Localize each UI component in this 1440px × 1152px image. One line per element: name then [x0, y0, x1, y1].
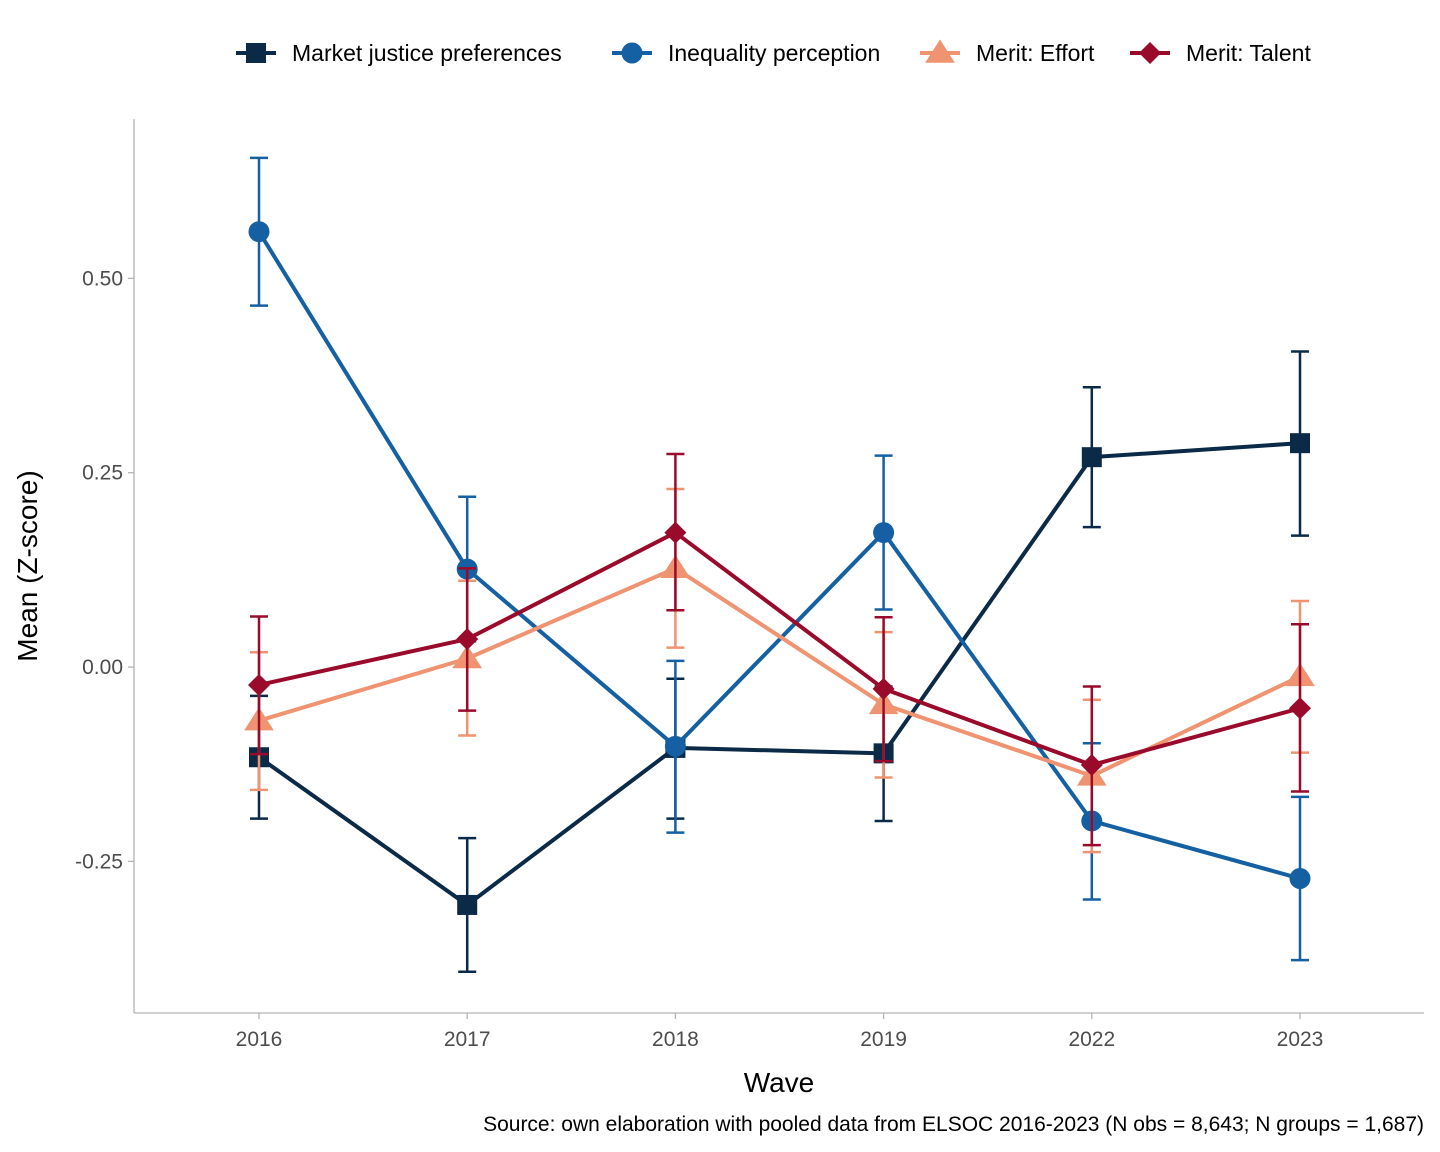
data-point: [1289, 868, 1311, 890]
legend-label: Inequality perception: [668, 40, 880, 66]
legend-label: Merit: Talent: [1186, 40, 1311, 66]
series-layer: [244, 156, 1315, 974]
legend-item-inequality-perception: Inequality perception: [612, 40, 880, 66]
legend-marker: [925, 39, 955, 63]
data-point: [872, 677, 895, 700]
y-tick-label: -0.25: [75, 850, 123, 873]
data-point: [664, 521, 687, 544]
data-point: [248, 221, 270, 243]
data-point: [1080, 754, 1103, 777]
y-tick-label: 0.25: [82, 462, 123, 485]
series-merit-effort: [244, 487, 1315, 854]
legend-marker: [246, 43, 266, 63]
caption: Source: own elaboration with pooled data…: [483, 1113, 1424, 1136]
x-tick-label: 2023: [1277, 1028, 1324, 1051]
legend-marker: [1139, 42, 1161, 64]
series-line: [257, 441, 1301, 907]
legend-item-market-justice-preferences: Market justice preferences: [236, 40, 562, 66]
legend-item-merit-effort: Merit: Effort: [920, 39, 1095, 66]
series-inequality-perception: [248, 156, 1311, 962]
legend-marker: [621, 42, 643, 64]
data-point: [664, 735, 686, 757]
x-tick-label: 2017: [444, 1028, 491, 1051]
data-point: [1289, 697, 1311, 720]
data-point: [457, 894, 478, 915]
y-ticks: 0.50 0.25 0.00 -0.25: [75, 267, 134, 873]
x-ticks: 2016 2017 2018 2019 2022 2023: [236, 1013, 1324, 1051]
data-point: [873, 522, 895, 544]
y-tick-label: 0.00: [82, 656, 123, 679]
legend-item-merit-talent: Merit: Talent: [1130, 40, 1311, 66]
data-point: [1290, 433, 1310, 454]
legend: Market justice preferences Inequality per…: [236, 39, 1311, 66]
series-merit-talent: [248, 452, 1311, 847]
data-point: [1081, 447, 1102, 468]
series-line: [258, 566, 1301, 778]
data-point: [248, 673, 270, 696]
series-line: [258, 530, 1301, 768]
series-market-justice-preferences: [249, 350, 1310, 974]
y-axis-title: Mean (Z-score): [12, 470, 43, 661]
x-tick-label: 2016: [236, 1028, 283, 1051]
x-tick-label: 2022: [1068, 1028, 1115, 1051]
y-tick-label: 0.50: [82, 267, 123, 290]
legend-label: Merit: Effort: [976, 40, 1095, 66]
data-point: [456, 628, 479, 651]
series-line: [257, 230, 1301, 881]
x-tick-label: 2019: [860, 1028, 907, 1051]
x-tick-label: 2018: [652, 1028, 699, 1051]
legend-label: Market justice preferences: [292, 40, 562, 66]
x-axis-title: Wave: [744, 1067, 815, 1098]
